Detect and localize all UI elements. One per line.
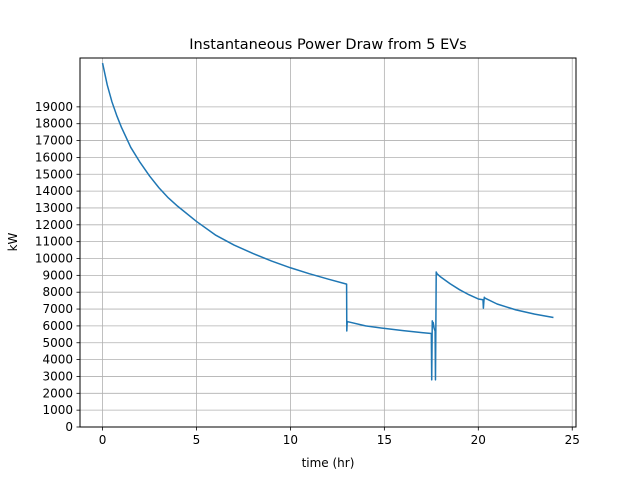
x-tick-label: 0 (99, 433, 107, 447)
x-tick-label: 20 (471, 433, 486, 447)
y-tick-label: 1000 (42, 403, 73, 417)
x-tick-label: 25 (565, 433, 580, 447)
y-tick-label: 4000 (42, 353, 73, 367)
y-tick-label: 11000 (35, 235, 73, 249)
y-axis-label: kW (6, 232, 20, 251)
y-tick-label: 13000 (35, 201, 73, 215)
plot-area (101, 62, 554, 381)
y-tick-label: 12000 (35, 218, 73, 232)
series-line (101, 62, 554, 381)
y-tick-label: 14000 (35, 184, 73, 198)
y-tick-label: 15000 (35, 167, 73, 181)
x-tick-label: 5 (193, 433, 201, 447)
x-axis: 0 5 10 15 20 25 (99, 427, 580, 447)
y-tick-label: 2000 (42, 386, 73, 400)
x-tick-label: 10 (283, 433, 298, 447)
grid (80, 58, 576, 428)
y-tick-label: 10000 (35, 252, 73, 266)
y-tick-label: 18000 (35, 117, 73, 131)
y-tick-label: 17000 (35, 134, 73, 148)
y-tick-label: 0 (65, 420, 73, 434)
y-tick-label: 7000 (42, 302, 73, 316)
y-tick-label: 16000 (35, 150, 73, 164)
y-axis: 0 1000 2000 3000 4000 5000 6000 7000 8000 9000 100… (35, 100, 80, 434)
y-tick-label: 19000 (35, 100, 73, 114)
axes-frame (79, 57, 577, 428)
y-tick-label: 5000 (42, 336, 73, 350)
y-tick-label: 9000 (42, 268, 73, 282)
x-axis-label: time (hr) (302, 456, 355, 470)
chart-title: Instantaneous Power Draw from 5 EVs (189, 37, 466, 53)
y-tick-label: 8000 (42, 285, 73, 299)
y-tick-label: 6000 (42, 319, 73, 333)
y-tick-label: 3000 (42, 369, 73, 383)
x-tick-label: 15 (377, 433, 392, 447)
